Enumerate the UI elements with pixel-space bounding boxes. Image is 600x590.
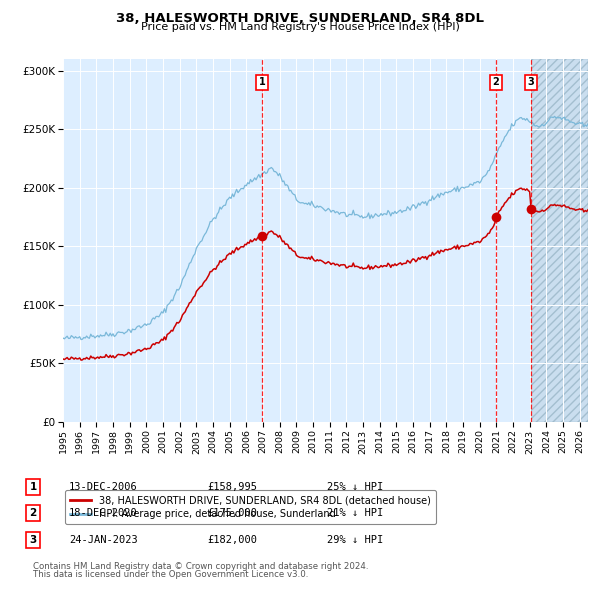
Text: 1: 1 [29, 482, 37, 491]
Legend: 38, HALESWORTH DRIVE, SUNDERLAND, SR4 8DL (detached house), HPI: Average price, : 38, HALESWORTH DRIVE, SUNDERLAND, SR4 8D… [65, 490, 436, 524]
Text: Contains HM Land Registry data © Crown copyright and database right 2024.: Contains HM Land Registry data © Crown c… [33, 562, 368, 571]
Text: 2: 2 [29, 509, 37, 518]
Text: Price paid vs. HM Land Registry's House Price Index (HPI): Price paid vs. HM Land Registry's House … [140, 22, 460, 32]
Text: 1: 1 [259, 77, 266, 87]
Text: 25% ↓ HPI: 25% ↓ HPI [327, 482, 383, 491]
Text: 38, HALESWORTH DRIVE, SUNDERLAND, SR4 8DL: 38, HALESWORTH DRIVE, SUNDERLAND, SR4 8D… [116, 12, 484, 25]
Bar [531, 59, 588, 422]
Text: 3: 3 [527, 77, 535, 87]
Text: This data is licensed under the Open Government Licence v3.0.: This data is licensed under the Open Gov… [33, 571, 308, 579]
Text: 18-DEC-2020: 18-DEC-2020 [69, 509, 138, 518]
Text: 2: 2 [492, 77, 499, 87]
Text: £158,995: £158,995 [207, 482, 257, 491]
Text: 24-JAN-2023: 24-JAN-2023 [69, 535, 138, 545]
Text: 29% ↓ HPI: 29% ↓ HPI [327, 535, 383, 545]
Text: 13-DEC-2006: 13-DEC-2006 [69, 482, 138, 491]
Text: £182,000: £182,000 [207, 535, 257, 545]
Text: 3: 3 [29, 535, 37, 545]
Text: £175,000: £175,000 [207, 509, 257, 518]
Bar [531, 59, 588, 422]
Text: 21% ↓ HPI: 21% ↓ HPI [327, 509, 383, 518]
